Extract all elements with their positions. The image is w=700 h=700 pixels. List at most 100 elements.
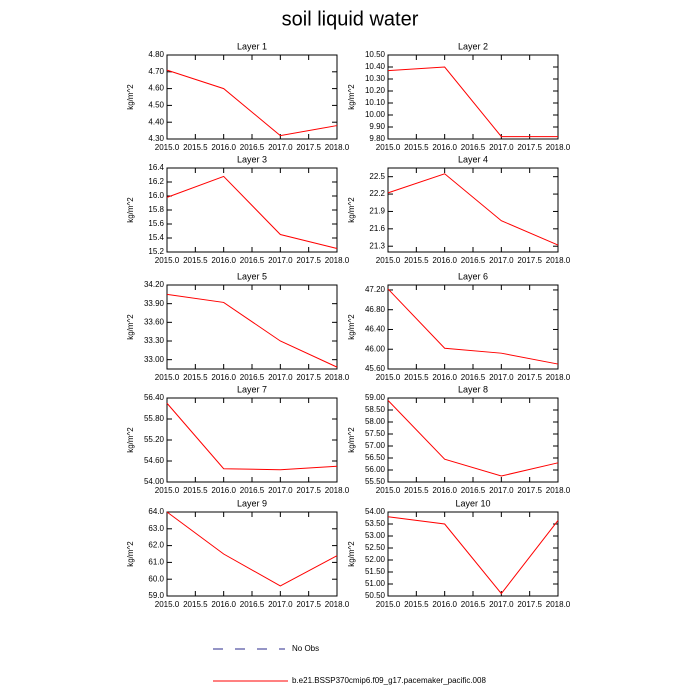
y-tick-label: 4.50 xyxy=(148,101,164,110)
y-tick-label: 21.3 xyxy=(369,241,385,250)
x-tick-label: 2017.5 xyxy=(296,600,321,609)
x-tick-label: 2018.0 xyxy=(325,256,350,265)
y-tick-label: 22.5 xyxy=(369,172,385,181)
x-tick-label: 2018.0 xyxy=(325,373,350,382)
panel-title: Layer 9 xyxy=(237,498,267,508)
y-tick-label: 51.00 xyxy=(365,579,386,588)
y-tick-label: 34.20 xyxy=(144,280,165,289)
y-tick-label: 46.40 xyxy=(365,325,386,334)
x-tick-label: 2015.0 xyxy=(376,600,401,609)
x-tick-label: 2016.0 xyxy=(211,600,236,609)
y-tick-label: 55.50 xyxy=(365,477,386,486)
y-tick-label: 4.70 xyxy=(148,67,164,76)
y-tick-label: 15.6 xyxy=(148,219,164,228)
x-tick-label: 2015.5 xyxy=(183,486,208,495)
y-tick-label: 9.80 xyxy=(369,134,385,143)
x-tick-label: 2015.5 xyxy=(183,600,208,609)
x-tick-label: 2015.5 xyxy=(404,143,429,152)
legend-label: b.e21.BSSP370cmip6.f09_g17.pacemaker_pac… xyxy=(292,676,486,685)
y-axis-label: kg/m^2 xyxy=(347,84,356,110)
x-tick-label: 2015.5 xyxy=(183,143,208,152)
data-line xyxy=(166,511,338,587)
y-tick-label: 10.10 xyxy=(365,98,386,107)
y-tick-label: 21.6 xyxy=(369,224,385,233)
x-tick-label: 2015.0 xyxy=(376,486,401,495)
y-tick-label: 58.50 xyxy=(365,405,386,414)
x-tick-label: 2017.0 xyxy=(268,486,293,495)
data-line xyxy=(166,402,338,471)
y-tick-label: 16.2 xyxy=(148,177,164,186)
plot-frame xyxy=(166,54,338,140)
x-tick-label: 2018.0 xyxy=(546,600,571,609)
y-tick-label: 64.0 xyxy=(148,507,164,516)
x-tick-label: 2017.5 xyxy=(296,486,321,495)
panel-title: Layer 8 xyxy=(458,384,488,394)
y-tick-label: 55.20 xyxy=(144,435,165,444)
x-tick-label: 2018.0 xyxy=(325,486,350,495)
y-tick-label: 15.2 xyxy=(148,247,164,256)
chart-title: soil liquid water xyxy=(282,8,419,30)
y-axis-label: kg/m^2 xyxy=(347,427,356,453)
y-tick-label: 10.40 xyxy=(365,62,386,71)
x-tick-label: 2016.0 xyxy=(211,256,236,265)
x-tick-label: 2017.0 xyxy=(268,256,293,265)
y-axis-label: kg/m^2 xyxy=(126,427,135,453)
x-tick-label: 2017.0 xyxy=(489,143,514,152)
x-tick-label: 2015.0 xyxy=(155,486,180,495)
plot-frame xyxy=(166,511,338,597)
y-tick-label: 56.40 xyxy=(144,393,165,402)
y-tick-label: 52.50 xyxy=(365,543,386,552)
x-tick-label: 2015.5 xyxy=(183,373,208,382)
data-line xyxy=(387,173,559,246)
y-tick-label: 60.0 xyxy=(148,574,164,583)
x-tick-label: 2018.0 xyxy=(325,600,350,609)
x-tick-label: 2016.5 xyxy=(240,256,265,265)
panel-title: Layer 1 xyxy=(237,41,267,51)
y-tick-label: 10.00 xyxy=(365,110,386,119)
x-tick-label: 2015.5 xyxy=(404,600,429,609)
y-tick-label: 50.50 xyxy=(365,591,386,600)
plot-frame xyxy=(387,284,559,370)
y-tick-label: 54.60 xyxy=(144,456,165,465)
plot-frame xyxy=(387,167,559,253)
y-tick-label: 15.8 xyxy=(148,205,164,214)
x-tick-label: 2018.0 xyxy=(546,486,571,495)
y-tick-label: 59.0 xyxy=(148,591,164,600)
x-tick-label: 2018.0 xyxy=(546,256,571,265)
y-tick-label: 4.30 xyxy=(148,134,164,143)
x-tick-label: 2015.0 xyxy=(376,256,401,265)
x-tick-label: 2017.5 xyxy=(517,486,542,495)
x-tick-label: 2015.0 xyxy=(376,143,401,152)
y-tick-label: 56.50 xyxy=(365,453,386,462)
y-tick-label: 15.4 xyxy=(148,233,164,242)
panel-title: Layer 3 xyxy=(237,154,267,164)
x-tick-label: 2017.0 xyxy=(268,600,293,609)
plot-frame xyxy=(387,54,559,140)
y-tick-label: 45.60 xyxy=(365,364,386,373)
x-tick-label: 2017.0 xyxy=(489,486,514,495)
data-line xyxy=(387,400,559,477)
x-tick-label: 2017.5 xyxy=(517,600,542,609)
x-tick-label: 2015.5 xyxy=(183,256,208,265)
y-tick-label: 57.00 xyxy=(365,441,386,450)
x-tick-label: 2016.0 xyxy=(211,373,236,382)
x-tick-label: 2015.5 xyxy=(404,256,429,265)
y-tick-label: 54.00 xyxy=(365,507,386,516)
y-axis-label: kg/m^2 xyxy=(347,197,356,223)
y-tick-label: 53.00 xyxy=(365,531,386,540)
x-tick-label: 2018.0 xyxy=(546,143,571,152)
y-tick-label: 52.00 xyxy=(365,555,386,564)
y-axis-label: kg/m^2 xyxy=(126,541,135,567)
data-line xyxy=(387,288,559,365)
data-line xyxy=(166,293,338,368)
y-tick-label: 46.80 xyxy=(365,305,386,314)
x-tick-label: 2015.0 xyxy=(376,373,401,382)
data-line xyxy=(387,516,559,595)
x-tick-label: 2017.5 xyxy=(296,256,321,265)
x-tick-label: 2016.5 xyxy=(240,143,265,152)
y-axis-label: kg/m^2 xyxy=(347,314,356,340)
y-tick-label: 22.2 xyxy=(369,189,385,198)
plot-frame xyxy=(166,167,338,253)
y-tick-label: 58.00 xyxy=(365,417,386,426)
